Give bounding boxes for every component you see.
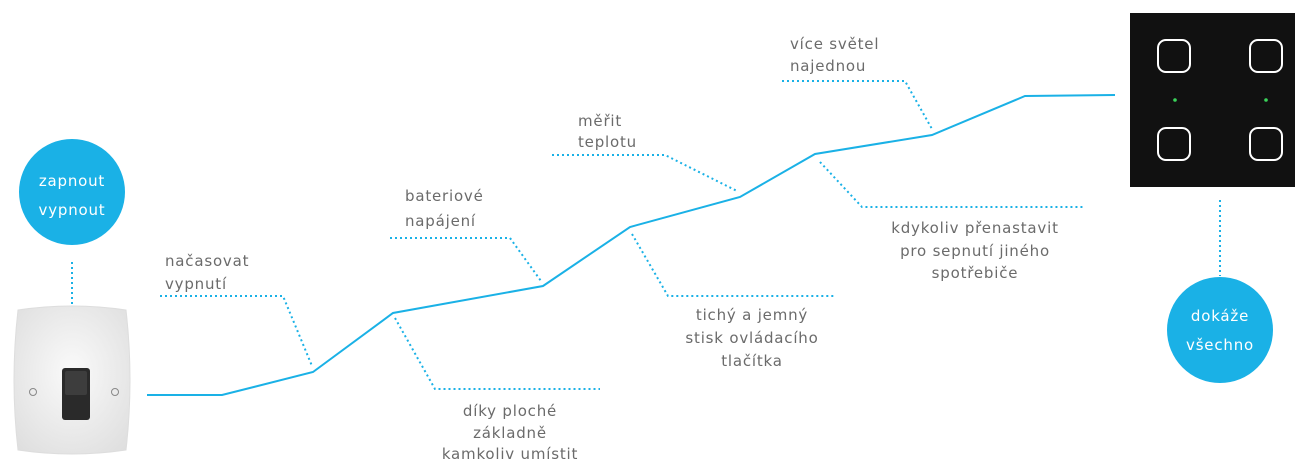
label: načasovat bbox=[165, 252, 249, 270]
leader bbox=[631, 233, 835, 297]
bubble bbox=[1167, 277, 1273, 383]
progress-line bbox=[147, 94, 1116, 396]
label: díky ploché bbox=[463, 402, 557, 420]
label: kdykoliv přenastavit bbox=[891, 219, 1059, 237]
label: pro sepnutí jiného bbox=[900, 242, 1050, 260]
leader bbox=[394, 317, 600, 390]
label: napájení bbox=[405, 212, 476, 230]
wall-switch bbox=[13, 305, 131, 455]
label: tichý a jemný bbox=[696, 306, 808, 324]
leader bbox=[390, 237, 542, 282]
label: spotřebiče bbox=[932, 264, 1019, 282]
label: vypnutí bbox=[165, 275, 227, 293]
bubble bbox=[19, 139, 125, 245]
bubble-text: zapnout bbox=[39, 172, 105, 190]
label: kamkoliv umístit bbox=[442, 445, 578, 461]
label: stisk ovládacího bbox=[685, 329, 818, 347]
smart-switch bbox=[1130, 13, 1295, 187]
label: více světel bbox=[790, 35, 879, 53]
leader bbox=[552, 154, 738, 192]
label: základně bbox=[473, 424, 547, 442]
label: měřit bbox=[578, 112, 622, 130]
label: tlačítka bbox=[721, 352, 783, 370]
label: najednou bbox=[790, 57, 866, 75]
label: teplotu bbox=[578, 133, 637, 151]
bubble-text: všechno bbox=[1186, 336, 1254, 354]
leader bbox=[782, 80, 933, 130]
bubble-text: dokáže bbox=[1191, 307, 1249, 325]
bubble-text: vypnout bbox=[39, 201, 106, 219]
leader bbox=[160, 295, 313, 367]
label: bateriové bbox=[405, 187, 484, 205]
leader bbox=[819, 161, 1083, 208]
